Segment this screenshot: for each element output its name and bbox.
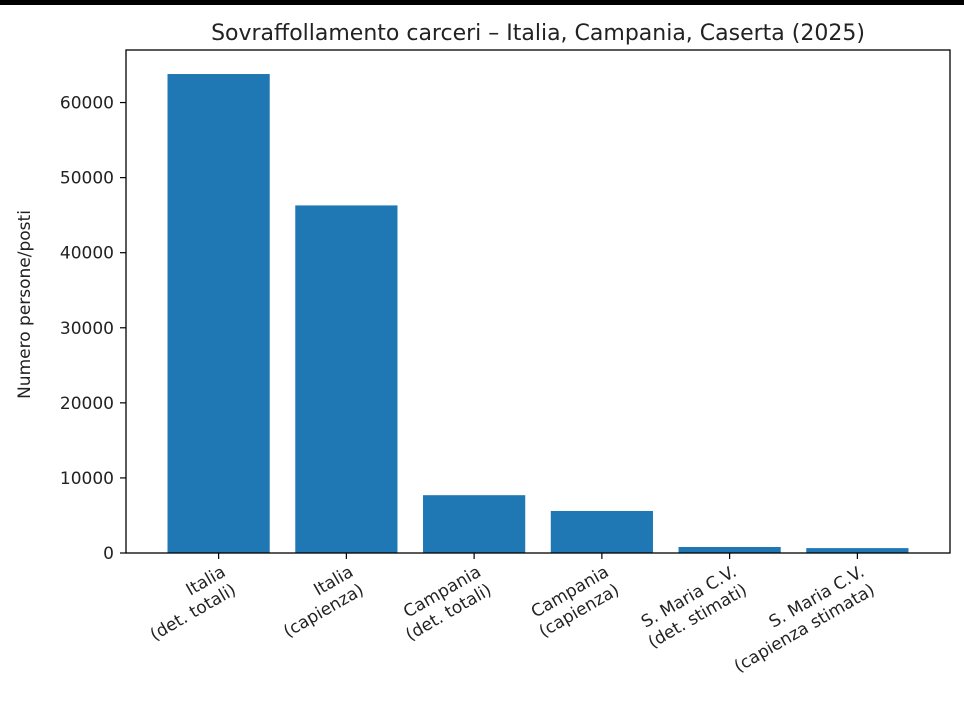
x-tick-label: Campania(capienza)	[528, 562, 623, 642]
bar-3	[550, 510, 653, 553]
y-tick-label: 40000	[60, 244, 114, 264]
bar-2	[423, 495, 526, 553]
x-tick-label: Campania(det. totali)	[400, 562, 495, 645]
x-tick-label: Italia(det. totali)	[147, 562, 240, 645]
y-tick-label: 0	[103, 544, 114, 564]
bars-group	[167, 74, 909, 554]
bar-5	[806, 548, 909, 553]
bar-0	[167, 74, 270, 554]
x-tick-label: S. Maria C.V.(det. stimati)	[638, 562, 751, 653]
plot-frame	[125, 49, 951, 554]
chart-title: Sovraffollamento carceri – Italia, Campa…	[211, 21, 865, 46]
y-tick-label: 10000	[60, 469, 114, 489]
top-border	[0, 0, 964, 5]
y-axis-label: Numero persone/posti	[15, 210, 35, 399]
x-axis: Italia(det. totali) Italia(capienza) Campa…	[147, 553, 879, 677]
y-tick-label: 60000	[60, 94, 114, 114]
y-axis: 0 10000 20000 30000 40000 50000 60000	[60, 94, 126, 564]
bar-1	[295, 205, 398, 553]
y-tick-label: 20000	[60, 394, 114, 414]
bar-4	[678, 546, 781, 553]
x-tick-label: S. Maria C.V.(capienza stimata)	[731, 562, 879, 677]
x-tick-label: Italia(capienza)	[280, 562, 367, 642]
y-tick-label: 50000	[60, 169, 114, 189]
y-tick-label: 30000	[60, 319, 114, 339]
